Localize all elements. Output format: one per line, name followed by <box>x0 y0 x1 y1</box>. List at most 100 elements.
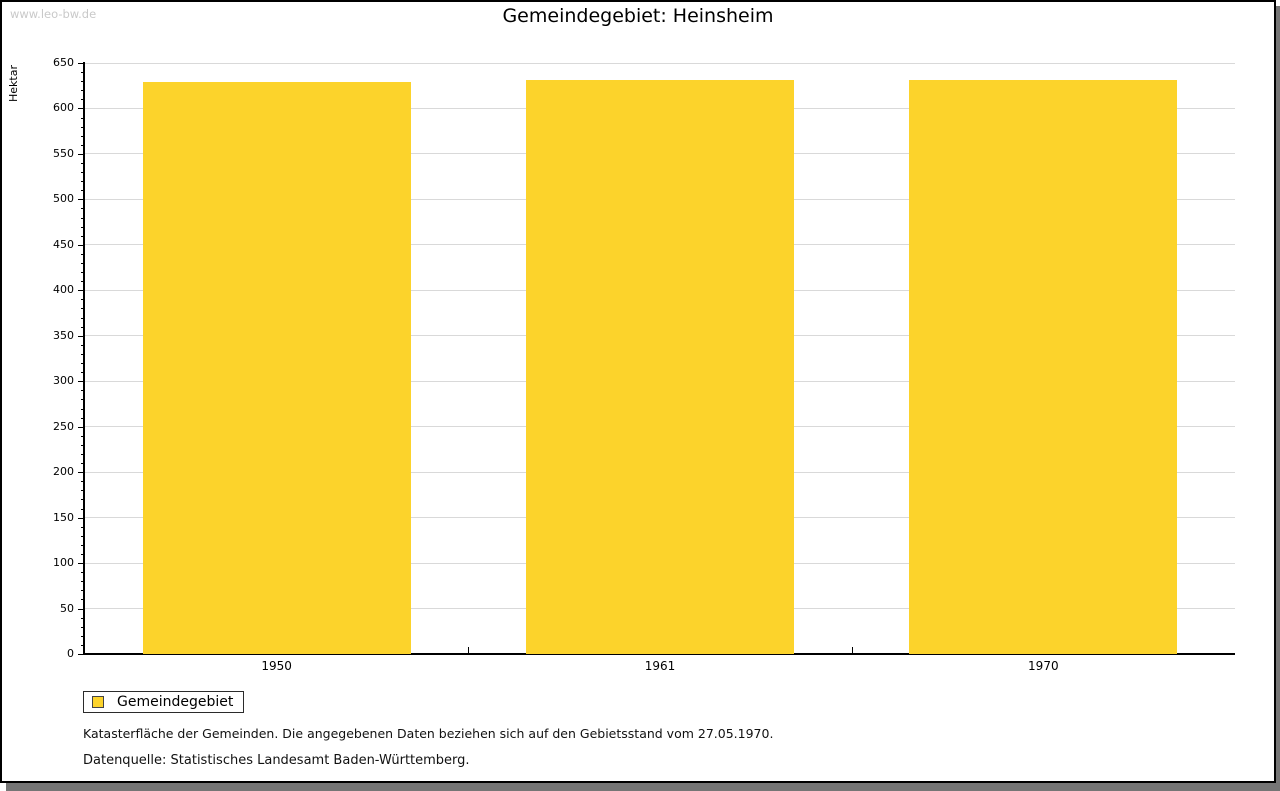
panel-shadow-bottom <box>6 783 1280 791</box>
y-tick-label: 400 <box>53 283 74 297</box>
y-axis-minor-tick <box>81 526 85 528</box>
legend: Gemeindegebiet <box>83 691 245 713</box>
y-axis-tick <box>78 472 85 474</box>
y-axis-tick <box>78 153 85 155</box>
y-axis-tick <box>78 426 85 428</box>
y-tick-label: 450 <box>53 237 74 251</box>
y-axis-minor-tick <box>81 72 85 74</box>
y-axis-minor-tick <box>81 453 85 455</box>
y-axis-minor-tick <box>81 253 85 255</box>
y-tick-label: 250 <box>53 419 74 433</box>
y-axis-minor-tick <box>81 299 85 301</box>
y-axis-line <box>83 62 85 655</box>
y-axis-minor-tick <box>81 363 85 365</box>
y-axis-minor-tick <box>81 508 85 510</box>
y-axis-minor-tick <box>81 308 85 310</box>
y-axis-minor-tick <box>81 553 85 555</box>
y-axis-minor-tick <box>81 644 85 646</box>
bar-1961 <box>525 80 795 654</box>
y-axis-minor-tick <box>81 281 85 283</box>
x-tick-label-1961: 1961 <box>644 659 676 673</box>
y-tick-label: 50 <box>60 601 74 615</box>
x-axis-boundary-tick <box>468 647 470 654</box>
y-axis-minor-tick <box>81 208 85 210</box>
y-tick-label: 200 <box>53 465 74 479</box>
y-axis-minor-tick <box>81 272 85 274</box>
y-axis-minor-tick <box>81 144 85 146</box>
y-axis-minor-tick <box>81 190 85 192</box>
y-axis-minor-tick <box>81 81 85 83</box>
bar-1950 <box>142 82 411 654</box>
y-axis-minor-tick <box>81 226 85 228</box>
y-tick-label: 300 <box>53 374 74 388</box>
y-axis-minor-tick <box>81 372 85 374</box>
y-axis-minor-tick <box>81 499 85 501</box>
y-axis-tick <box>78 108 85 110</box>
bar-1970 <box>909 80 1178 654</box>
y-tick-label: 100 <box>53 556 74 570</box>
y-axis-minor-tick <box>81 399 85 401</box>
y-axis-minor-tick <box>81 599 85 601</box>
y-axis-minor-tick <box>81 390 85 392</box>
y-axis-minor-tick <box>81 444 85 446</box>
y-axis-tick <box>78 517 85 519</box>
y-axis-tick <box>78 654 85 655</box>
y-axis-tick <box>78 563 85 565</box>
y-axis-minor-tick <box>81 490 85 492</box>
gridline-650 <box>85 62 1235 64</box>
footer-source: Datenquelle: Statistisches Landesamt Bad… <box>83 753 470 768</box>
y-axis-minor-tick <box>81 617 85 619</box>
y-axis-tick <box>78 608 85 610</box>
legend-label: Gemeindegebiet <box>117 694 234 710</box>
y-axis-minor-tick <box>81 326 85 328</box>
y-tick-label: 150 <box>53 510 74 524</box>
panel-shadow-right <box>1276 6 1280 783</box>
watermark: www.leo-bw.de <box>10 7 97 21</box>
y-axis-minor-tick <box>81 317 85 319</box>
y-axis-minor-tick <box>81 117 85 119</box>
y-axis-minor-tick <box>81 353 85 355</box>
y-tick-label: 600 <box>53 101 74 115</box>
y-axis-tick <box>78 199 85 201</box>
y-axis-minor-tick <box>81 126 85 128</box>
y-tick-label: 0 <box>67 647 74 660</box>
y-tick-label: 550 <box>53 146 74 160</box>
y-axis-minor-tick <box>81 163 85 164</box>
y-axis-minor-tick <box>81 135 85 137</box>
y-axis-minor-tick <box>81 408 85 410</box>
y-axis-minor-tick <box>81 417 85 419</box>
y-axis-minor-tick <box>81 435 85 437</box>
y-axis-minor-tick <box>81 581 85 583</box>
y-axis-minor-tick <box>81 263 85 265</box>
y-tick-label: 500 <box>53 192 74 206</box>
y-axis-minor-tick <box>81 344 85 346</box>
chart-title: Gemeindegebiet: Heinsheim <box>502 5 774 27</box>
footer-note: Katasterfläche der Gemeinden. Die angege… <box>83 726 774 741</box>
x-axis-line <box>83 653 1235 655</box>
y-axis-minor-tick <box>81 217 85 219</box>
y-axis-tick <box>78 244 85 246</box>
y-axis-minor-tick <box>81 90 85 92</box>
y-axis-tick <box>78 335 85 337</box>
y-axis-minor-tick <box>81 99 85 101</box>
y-axis-tick <box>78 290 85 292</box>
x-tick-label-1950: 1950 <box>261 659 292 673</box>
y-tick-label: 650 <box>53 56 74 69</box>
y-axis-minor-tick <box>81 172 85 174</box>
y-tick-label: 350 <box>53 328 74 342</box>
y-axis-minor-tick <box>81 481 85 483</box>
y-axis-minor-tick <box>81 535 85 537</box>
y-axis-minor-tick <box>81 181 85 183</box>
y-axis-minor-tick <box>81 590 85 592</box>
plot-area: 0 50 100 150 200 250 300 350 400 450 500 550 600 650 1… <box>2 2 1274 781</box>
y-axis-minor-tick <box>81 626 85 628</box>
y-axis-minor-tick <box>81 235 85 237</box>
y-axis-minor-tick <box>81 572 85 574</box>
x-axis-boundary-tick <box>851 647 853 654</box>
x-tick-label-1970: 1970 <box>1028 659 1059 673</box>
legend-swatch <box>92 696 104 708</box>
y-axis-minor-tick <box>81 463 85 465</box>
y-axis-minor-tick <box>81 544 85 546</box>
y-axis-tick <box>78 63 85 64</box>
